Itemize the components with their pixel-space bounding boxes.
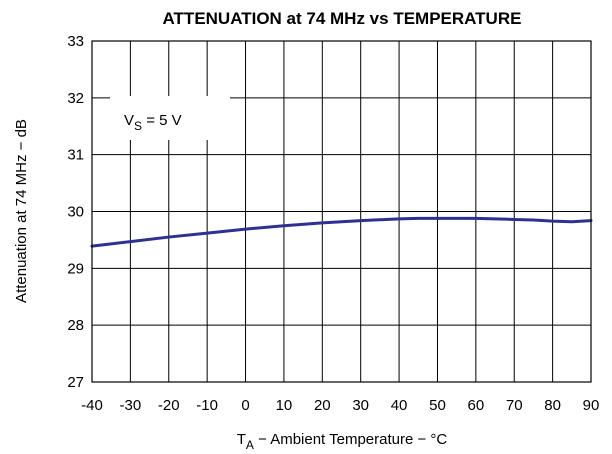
y-axis-label: Attenuation at 74 MHz − dB	[13, 119, 30, 303]
vs-annotation: VS = 5 V	[110, 96, 230, 140]
annotation-subscript: S	[134, 119, 142, 133]
annotation-text: VS = 5 V	[124, 112, 182, 133]
y-tick-label: 27	[67, 374, 84, 391]
x-axis-label-rest: − Ambient Temperature − °C	[254, 431, 447, 448]
y-tick-label: 29	[67, 260, 84, 277]
x-axis-label-main: T	[237, 431, 246, 448]
annotation-rest: = 5 V	[142, 112, 182, 129]
x-tick-label: 10	[276, 397, 293, 414]
y-tick-label: 28	[67, 317, 84, 334]
x-tick-label: 20	[314, 397, 331, 414]
x-tick-label: 90	[583, 397, 600, 414]
y-tick-labels: 27 28 29 30 31 32 33	[67, 33, 84, 391]
chart-title: ATTENUATION at 74 MHz vs TEMPERATURE	[163, 9, 522, 28]
series-line	[90, 216, 593, 248]
x-tick-label: 80	[544, 397, 561, 414]
x-tick-label: -20	[158, 397, 180, 414]
x-tick-label: -10	[196, 397, 218, 414]
annotation-box	[110, 96, 230, 140]
y-tick-label: 31	[67, 147, 84, 164]
x-axis-label: TA − Ambient Temperature − °C	[237, 431, 448, 452]
x-axis-label-subscript: A	[246, 438, 254, 452]
x-tick-label: 60	[468, 397, 485, 414]
x-tick-label: 40	[391, 397, 408, 414]
x-tick-label: -30	[120, 397, 142, 414]
x-tick-label: 70	[506, 397, 523, 414]
x-tick-label: -40	[81, 397, 103, 414]
x-tick-label: 0	[241, 397, 249, 414]
y-tick-label: 30	[67, 204, 84, 221]
x-tick-labels: -40 -30 -20 -10 0 10 20 30 40 50 60 70 80 90	[81, 397, 599, 414]
x-tick-label: 50	[429, 397, 446, 414]
y-tick-label: 32	[67, 90, 84, 107]
series-layer	[90, 216, 593, 248]
annotation-main: V	[124, 112, 134, 129]
x-tick-label: 30	[352, 397, 369, 414]
y-tick-label: 33	[67, 33, 84, 50]
plot-frame	[91, 40, 592, 383]
